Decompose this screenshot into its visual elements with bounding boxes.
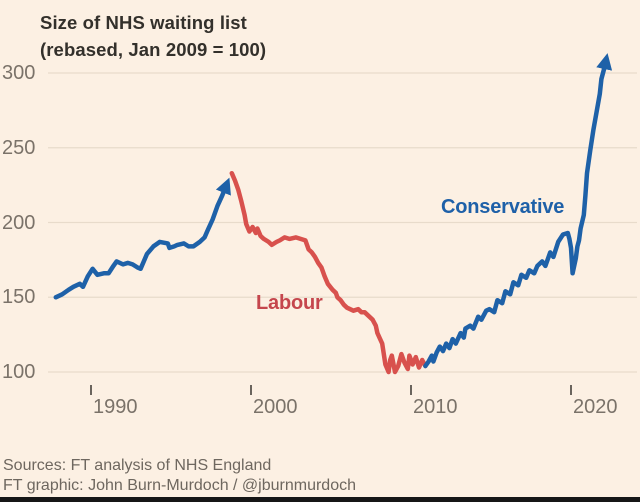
x-axis-tick-marks xyxy=(90,385,572,395)
y-tick-label-100: 100 xyxy=(2,361,36,383)
y-tick-label-200: 200 xyxy=(2,211,36,234)
series-line-1-labour xyxy=(229,170,428,375)
y-gridlines xyxy=(48,72,637,373)
labour-series-label: Labour xyxy=(256,292,323,314)
x-tick-label-2010: 2010 xyxy=(413,396,458,418)
conservative-series-label: Conservative xyxy=(441,196,565,218)
chart-title: Size of NHS waiting list xyxy=(40,12,247,33)
source-text: Sources: FT analysis of NHS England xyxy=(3,457,272,474)
y-tick-label-300: 300 xyxy=(2,62,36,84)
series-line-2-conservative xyxy=(423,53,613,369)
bottom-edge-bar xyxy=(0,497,640,502)
credit-text: FT graphic: John Burn-Murdoch / @jburnmu… xyxy=(3,477,356,494)
series-line-0-conservative xyxy=(53,177,231,300)
chart-subtitle: (rebased, Jan 2009 = 100) xyxy=(40,39,267,60)
x-tick-label-2000: 2000 xyxy=(253,396,298,418)
series-lines xyxy=(53,53,613,375)
y-tick-label-150: 150 xyxy=(2,286,36,309)
y-tick-label-250: 250 xyxy=(2,136,36,159)
x-tick-label-1990: 1990 xyxy=(93,396,138,418)
x-tick-label-2020: 2020 xyxy=(573,396,618,418)
